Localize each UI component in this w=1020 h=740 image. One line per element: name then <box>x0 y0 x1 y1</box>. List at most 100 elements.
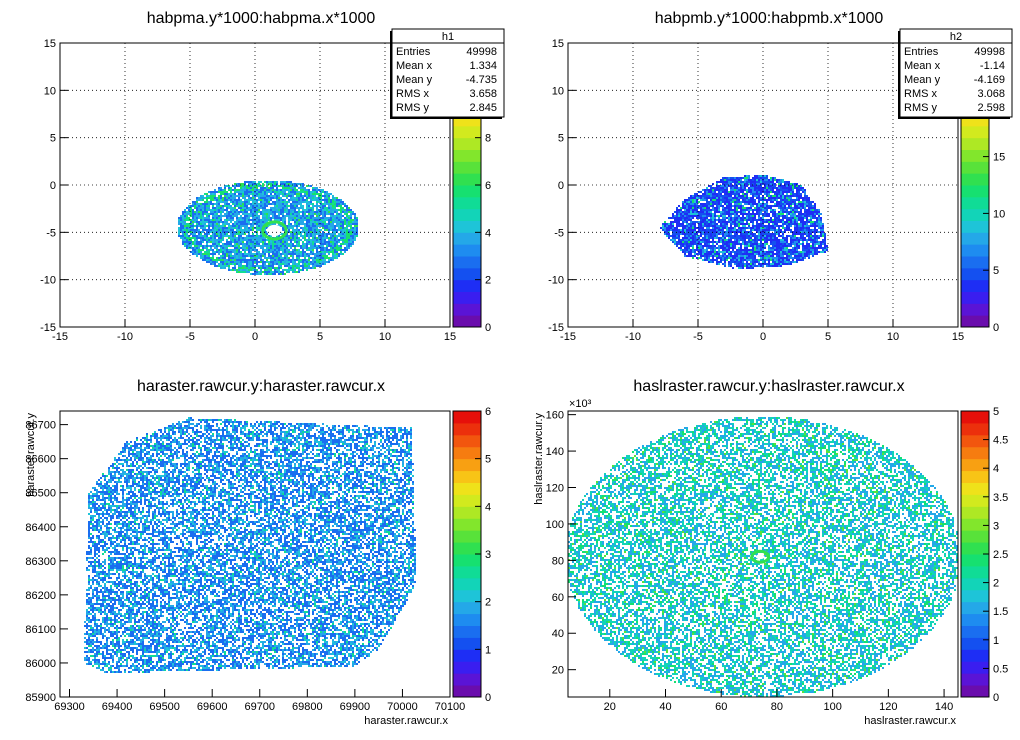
heatmap-cell <box>330 241 332 243</box>
heatmap-cell <box>810 223 812 225</box>
heatmap-cell <box>186 229 188 231</box>
heatmap-cell <box>180 229 182 231</box>
heatmap-cell <box>320 257 322 259</box>
heatmap-cell <box>690 225 692 227</box>
heatmap-cell <box>812 235 814 237</box>
heatmap-cell <box>248 215 250 217</box>
heatmap-cell <box>342 207 344 209</box>
heatmap-cell <box>280 191 282 193</box>
heatmap-cell <box>664 221 666 223</box>
heatmap-cell <box>730 221 732 223</box>
heatmap-cell <box>782 203 784 205</box>
heatmap-cell <box>674 215 676 217</box>
heatmap-cell <box>724 211 726 213</box>
heatmap-cell <box>334 219 336 221</box>
heatmap-cell <box>680 225 682 227</box>
heatmap-cell <box>234 233 236 235</box>
heatmap-cell <box>326 223 328 225</box>
heatmap-cell <box>338 217 340 219</box>
heatmap-cell <box>316 207 318 209</box>
heatmap-cell <box>330 215 332 217</box>
heatmap-cell <box>240 193 242 195</box>
heatmap-cell <box>308 209 310 211</box>
heatmap-cell <box>250 209 252 211</box>
heatmap-cell <box>802 235 804 237</box>
heatmap-cell <box>784 199 786 201</box>
heatmap-cell <box>776 233 778 235</box>
heatmap-cell <box>320 241 322 243</box>
heatmap-cell <box>276 201 278 203</box>
heatmap-cell <box>682 217 684 219</box>
heatmap-cell <box>722 199 724 201</box>
heatmap-cell <box>810 201 812 203</box>
heatmap-cell <box>810 235 812 237</box>
heatmap-cell <box>268 271 270 273</box>
heatmap-cell <box>766 219 768 221</box>
heatmap-cell <box>226 201 228 203</box>
heatmap-cell <box>326 209 328 211</box>
heatmap-cell <box>288 223 290 225</box>
heatmap-cell <box>284 201 286 203</box>
heatmap-cell <box>292 215 294 217</box>
heatmap-cell <box>198 199 200 201</box>
heatmap-cell <box>742 219 744 221</box>
heatmap-cell <box>270 187 272 189</box>
heatmap-cell <box>770 197 772 199</box>
heatmap-cell <box>354 221 356 223</box>
heatmap-cell <box>188 217 190 219</box>
heatmap-cell <box>202 211 204 213</box>
heatmap-cell <box>732 189 734 191</box>
heatmap-cell <box>794 225 796 227</box>
heatmap-cell <box>694 223 696 225</box>
heatmap-cell <box>666 233 668 235</box>
heatmap-cell <box>268 189 270 191</box>
heatmap-cell <box>232 223 234 225</box>
heatmap-cell <box>334 215 336 217</box>
heatmap-cell <box>784 191 786 193</box>
heatmap-cell <box>806 233 808 235</box>
heatmap-cell <box>218 227 220 229</box>
heatmap-cell <box>820 227 822 229</box>
heatmap-cell <box>346 249 348 251</box>
heatmap-cell <box>346 217 348 219</box>
heatmap-cell <box>756 177 758 179</box>
heatmap-cell <box>206 261 208 263</box>
heatmap-cell <box>748 209 750 211</box>
heatmap-cell <box>690 195 692 197</box>
heatmap-cell <box>248 229 250 231</box>
heatmap-cell <box>308 211 310 213</box>
heatmap-cell <box>310 249 312 251</box>
heatmap-cell <box>764 239 766 241</box>
heatmap-cell <box>328 233 330 235</box>
heatmap-cell <box>270 213 272 215</box>
heatmap-cell <box>226 259 228 261</box>
heatmap-cell <box>280 219 282 221</box>
heatmap-cell <box>306 253 308 255</box>
heatmap-cell <box>316 249 318 251</box>
heatmap-cell <box>266 183 268 185</box>
heatmap-cell <box>240 253 242 255</box>
heatmap-cell <box>316 205 318 207</box>
heatmap-cell <box>242 201 244 203</box>
heatmap-cell <box>774 199 776 201</box>
heatmap-cell <box>202 237 204 239</box>
heatmap-cell <box>352 223 354 225</box>
heatmap-cell <box>302 245 304 247</box>
heatmap-cell <box>694 225 696 227</box>
heatmap-cell <box>184 213 186 215</box>
heatmap-cell <box>344 213 346 215</box>
heatmap-cell <box>768 233 770 235</box>
heatmap-cell <box>740 213 742 215</box>
heatmap-cell <box>310 243 312 245</box>
heatmap-cell <box>254 185 256 187</box>
heatmap-cell <box>276 207 278 209</box>
heatmap-cell <box>332 255 334 257</box>
heatmap-cell <box>196 243 198 245</box>
heatmap-cell <box>806 201 808 203</box>
x-tick-label: -10 <box>117 331 133 343</box>
heatmap-cell <box>300 239 302 241</box>
heatmap-cell <box>796 205 798 207</box>
heatmap-cell <box>228 265 230 267</box>
heatmap-cell <box>198 209 200 211</box>
heatmap-cell <box>186 239 188 241</box>
